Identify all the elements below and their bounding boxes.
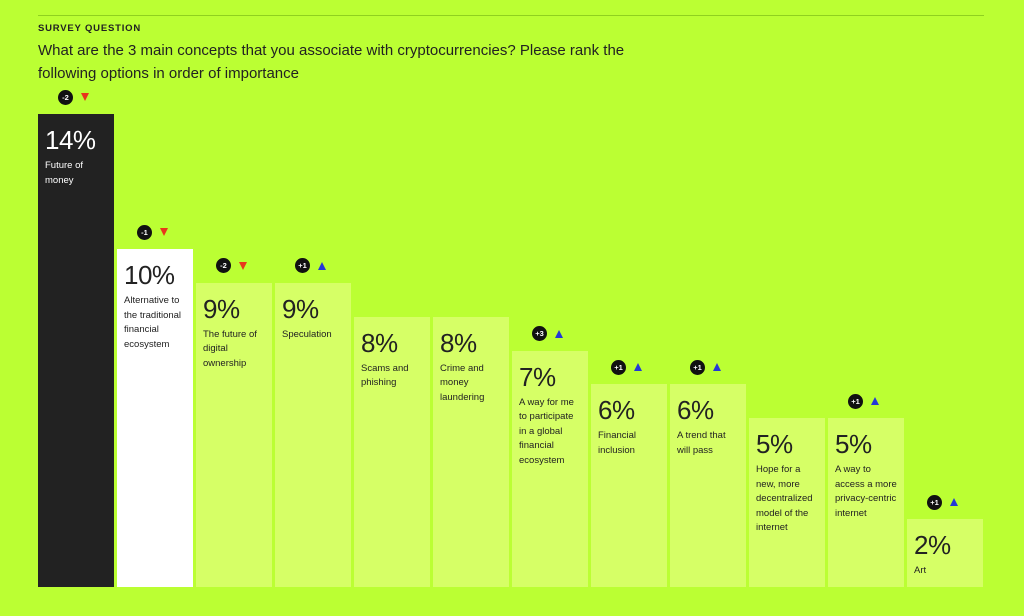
- rank-change-badge: +1: [690, 359, 705, 375]
- bar-category-label: A way for me to participate in a global …: [519, 396, 574, 466]
- bar-1: 10% Alternative to the traditional financ…: [117, 249, 193, 587]
- bar-value-label: 6%: [677, 395, 714, 426]
- bar-4: 8% Scams and phishing: [354, 316, 430, 587]
- bar-value-label: 7%: [519, 361, 556, 392]
- triangle-up-icon: [318, 261, 326, 270]
- bar-category-label: Financial inclusion: [598, 430, 637, 456]
- triangle-down-icon: [239, 261, 247, 270]
- rank-change: +1: [295, 258, 326, 274]
- bar-value-label: 5%: [835, 429, 872, 460]
- triangle-down-icon: [160, 228, 168, 237]
- bar-value-label: 9%: [282, 293, 319, 324]
- bar-value-label: 2%: [914, 530, 951, 561]
- bar-category-label: Hope for a new, more decentralized model…: [756, 464, 813, 534]
- triangle-up-icon: [713, 363, 721, 372]
- rank-change-badge: +1: [848, 393, 863, 409]
- bar-6: 7% A way for me to participate in a globa…: [512, 350, 588, 587]
- bar-category-label: The future of digital ownership: [203, 328, 257, 369]
- rank-change: +1: [848, 393, 879, 409]
- rank-change-badge: +3: [532, 326, 547, 341]
- rank-change-badge: +1: [611, 359, 626, 375]
- top-divider: [38, 15, 984, 16]
- rank-change-badge: +1: [295, 258, 310, 274]
- rank-change-badge: -2: [58, 89, 73, 105]
- rank-change: -2: [58, 89, 89, 105]
- bar-value-label: 9%: [203, 293, 240, 324]
- triangle-down-icon: [81, 93, 89, 101]
- bar-5: 8% Crime and money laundering: [433, 316, 509, 587]
- bar-0: 14% Future of money: [38, 114, 114, 587]
- rank-change-badge: -1: [137, 224, 152, 240]
- bar-value-label: 5%: [756, 429, 793, 460]
- bar-value-label: 8%: [361, 327, 398, 358]
- bar-category-label: A trend that will pass: [677, 430, 726, 456]
- triangle-up-icon: [871, 397, 879, 406]
- bar-category-label: Speculation: [282, 328, 332, 340]
- bar-category-label: Art: [914, 565, 927, 577]
- rank-change: +3: [532, 326, 563, 341]
- bar-category-label: A way to access a more privacy-centric i…: [835, 464, 897, 519]
- bar-value-label: 8%: [440, 327, 477, 358]
- bar-8: 6% A trend that will pass: [670, 384, 746, 587]
- triangle-up-icon: [555, 329, 563, 338]
- rank-change-badge: +1: [927, 494, 942, 510]
- bar-value-label: 14%: [45, 125, 96, 155]
- bar-category-label: Alternative to the traditional financial…: [124, 295, 182, 350]
- bar-7: 6% Financial inclusion: [591, 384, 667, 587]
- rank-change-badge: -2: [216, 258, 231, 274]
- bar-10: 5% A way to access a more privacy-centric…: [828, 418, 904, 587]
- bar-category-label: Future of money: [45, 160, 84, 186]
- bar-value-label: 10%: [124, 260, 175, 291]
- bar-2: 9% The future of digital ownership: [196, 282, 272, 587]
- bar-category-label: Scams and phishing: [361, 362, 409, 389]
- survey-question: What are the 3 main concepts that you as…: [38, 42, 625, 82]
- bar-11: 2% Art: [907, 519, 983, 587]
- rank-change: +1: [927, 494, 958, 510]
- rank-change: -2: [216, 258, 247, 274]
- bar-category-label: Crime and money laundering: [440, 362, 485, 403]
- rank-change: +1: [611, 359, 642, 375]
- triangle-up-icon: [634, 363, 642, 372]
- rank-change: -1: [137, 224, 168, 240]
- rank-change: +1: [690, 359, 721, 375]
- survey-eyebrow: SURVEY QUESTION: [38, 23, 141, 34]
- bar-9: 5% Hope for a new, more decentralized mod…: [749, 418, 825, 587]
- triangle-up-icon: [950, 498, 958, 507]
- bar-value-label: 6%: [598, 395, 635, 426]
- bar-3: 9% Speculation: [275, 282, 351, 587]
